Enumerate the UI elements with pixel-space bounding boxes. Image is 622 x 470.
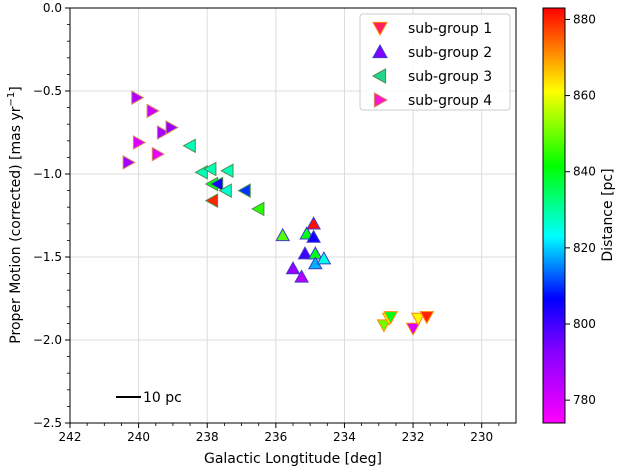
data-point-triangle-right <box>132 135 147 150</box>
x-tick-label: 232 <box>402 430 425 444</box>
y-tick-label: −1.0 <box>33 167 62 181</box>
x-tick-label: 230 <box>470 430 493 444</box>
data-point-triangle-up <box>297 246 313 260</box>
data-point-triangle-right <box>122 155 136 170</box>
y-axis-label-end: ] <box>8 86 24 91</box>
legend-label: sub-group 1 <box>408 21 492 37</box>
y-tick-label: −1.5 <box>33 250 62 264</box>
legend: sub-group 1 sub-group 2 sub-group 3 sub-gro… <box>359 13 511 111</box>
scale-bar-label: 10 pc <box>143 390 182 406</box>
y-tick-label: 0.0 <box>43 1 62 15</box>
data-point-triangle-down <box>383 311 399 325</box>
colorbar-tick-label: 860 <box>573 89 596 103</box>
x-tick-label: 236 <box>264 430 287 444</box>
colorbar-tick-label: 800 <box>573 317 596 331</box>
legend-marker <box>372 21 388 37</box>
colorbar-tick-label: 820 <box>573 241 596 255</box>
data-markers <box>122 90 435 336</box>
axes: 242 240 238 236 234 232 230 0.0 −0.5 −1.0 −1.5 −2.0… <box>33 1 500 444</box>
colorbar-tick-label: 880 <box>573 12 596 26</box>
x-tick-label: 238 <box>196 430 219 444</box>
data-point-triangle-up <box>285 261 301 275</box>
y-axis-label: Proper Motion (corrected) [mas yr−1] <box>6 86 24 343</box>
colorbar-tick-label: 840 <box>573 165 596 179</box>
colorbar-ticks: 780 800 820 840 860 880 <box>565 12 596 407</box>
y-axis-label-main: Proper Motion (corrected) [mas yr <box>8 106 24 343</box>
colorbar-label: Distance [pc] <box>600 168 616 261</box>
x-tick-label: 242 <box>59 430 82 444</box>
data-point-triangle-left <box>182 138 196 154</box>
data-point-triangle-down <box>405 322 421 336</box>
legend-marker <box>373 92 389 108</box>
data-point-triangle-up <box>306 229 321 243</box>
data-point-triangle-left <box>251 201 265 217</box>
legend-label: sub-group 2 <box>408 45 492 61</box>
data-point-triangle-left <box>237 183 251 198</box>
data-point-triangle-up <box>294 269 309 283</box>
legend-label: sub-group 3 <box>408 69 492 85</box>
data-point-triangle-up <box>299 226 315 240</box>
data-point-triangle-down <box>419 311 435 325</box>
data-point-triangle-left <box>209 176 224 192</box>
legend-label: sub-group 4 <box>408 93 492 109</box>
legend-box <box>359 13 511 111</box>
data-point-triangle-right <box>156 125 171 140</box>
legend-marker <box>371 68 387 84</box>
data-point-triangle-down <box>376 319 392 333</box>
colorbar <box>542 7 566 424</box>
y-tick-label: −2.5 <box>33 416 62 430</box>
y-axis-label-superscript: −1 <box>6 92 17 107</box>
plot-frame <box>69 7 517 424</box>
y-tick-label: −0.5 <box>33 84 62 98</box>
colorbar-tick-label: 780 <box>573 393 596 407</box>
data-point-triangle-right <box>131 90 145 105</box>
data-point-triangle-left <box>204 193 219 208</box>
data-point-triangle-up <box>306 216 321 230</box>
legend-marker <box>372 43 388 59</box>
x-axis-label: Galactic Longtitude [deg] <box>204 451 382 467</box>
data-point-triangle-left <box>203 161 217 177</box>
y-tick-label: −2.0 <box>33 333 62 347</box>
data-point-triangle-right <box>146 103 160 119</box>
data-point-triangle-right <box>151 146 166 162</box>
x-tick-label: 234 <box>333 430 356 444</box>
data-point-triangle-left <box>218 183 232 198</box>
data-point-triangle-down <box>410 312 426 326</box>
x-tick-label: 240 <box>127 430 150 444</box>
data-point-triangle-left <box>220 163 234 179</box>
data-point-triangle-right <box>165 120 179 135</box>
data-point-triangle-up <box>275 227 291 242</box>
data-point-triangle-up <box>316 251 332 265</box>
